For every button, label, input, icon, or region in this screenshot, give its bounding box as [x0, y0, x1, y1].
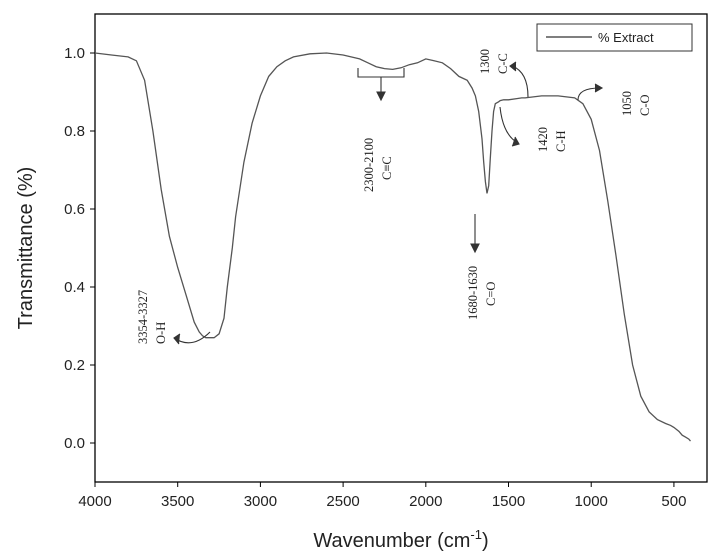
- y-tick-label: 0.4: [64, 279, 85, 296]
- cc-triple-bracket: [357, 68, 405, 78]
- x-tick-label: 1500: [492, 493, 525, 510]
- annotation-ch-group: C-H: [554, 130, 568, 152]
- annotation-markers: [173, 61, 604, 345]
- x-axis-title-sup: -1: [470, 527, 482, 542]
- x-tick-label: 3000: [244, 493, 277, 510]
- annotation-cc-triple: 2300-2100 C≡C: [362, 138, 394, 192]
- annotation-co-group: C-O: [638, 94, 652, 116]
- annotation-ch-wavenumber: 1420: [536, 127, 550, 152]
- y-tick-label: 0.8: [64, 123, 85, 140]
- annotation-cc-triple-range: 2300-2100: [362, 138, 376, 192]
- cc-arrow: [511, 65, 529, 98]
- cc-arrowhead: [509, 61, 517, 72]
- annotation-cc-group: C-C: [496, 53, 510, 74]
- plot-area: [94, 13, 708, 483]
- x-axis-ticks: 4000 3500 3000 2500 2000 1500 1000 500: [78, 482, 686, 510]
- x-tick-label: 2000: [409, 493, 442, 510]
- series-line-extract: [94, 52, 691, 442]
- x-tick-label: 2500: [326, 493, 359, 510]
- legend: % Extract: [536, 23, 693, 52]
- annotation-cc: 1300 C-C: [478, 49, 510, 74]
- annotation-oh-group: O-H: [154, 322, 168, 344]
- x-tick-label: 500: [661, 493, 686, 510]
- annotation-ch: 1420 C-H: [536, 127, 568, 152]
- ch-arrowhead: [511, 136, 520, 147]
- x-axis-title-close: ): [482, 530, 489, 552]
- annotation-co-double-group: C=O: [484, 282, 498, 306]
- annotation-co-double-range: 1680-1630: [466, 266, 480, 320]
- cc-triple-arrowhead: [376, 91, 386, 102]
- y-axis-ticks: 0.0 0.2 0.4 0.6 0.8 1.0: [64, 45, 95, 452]
- co-arrowhead: [594, 83, 604, 93]
- y-tick-label: 0.0: [64, 435, 85, 452]
- x-tick-label: 1000: [575, 493, 608, 510]
- annotation-co-wavenumber: 1050: [620, 91, 634, 116]
- x-axis-title-main: Wavenumber (cm: [313, 530, 470, 552]
- legend-label: % Extract: [598, 30, 654, 45]
- y-axis-title: Transmittance (%): [15, 167, 37, 330]
- y-tick-label: 1.0: [64, 45, 85, 62]
- annotation-oh-range: 3354-3327: [136, 290, 150, 344]
- co-double-arrowhead: [470, 243, 480, 254]
- annotation-cc-wavenumber: 1300: [478, 49, 492, 74]
- annotation-co-double: 1680-1630 C=O: [466, 266, 498, 320]
- annotation-co: 1050 C-O: [620, 91, 652, 116]
- oh-arrowhead: [173, 333, 181, 345]
- x-tick-label: 4000: [78, 493, 111, 510]
- annotation-oh: 3354-3327 O-H: [136, 290, 168, 344]
- y-tick-label: 0.2: [64, 357, 85, 374]
- y-tick-label: 0.6: [64, 201, 85, 218]
- annotation-cc-triple-group: C≡C: [380, 156, 394, 180]
- x-tick-label: 3500: [161, 493, 194, 510]
- x-axis-title: Wavenumber (cm-1): [313, 527, 488, 552]
